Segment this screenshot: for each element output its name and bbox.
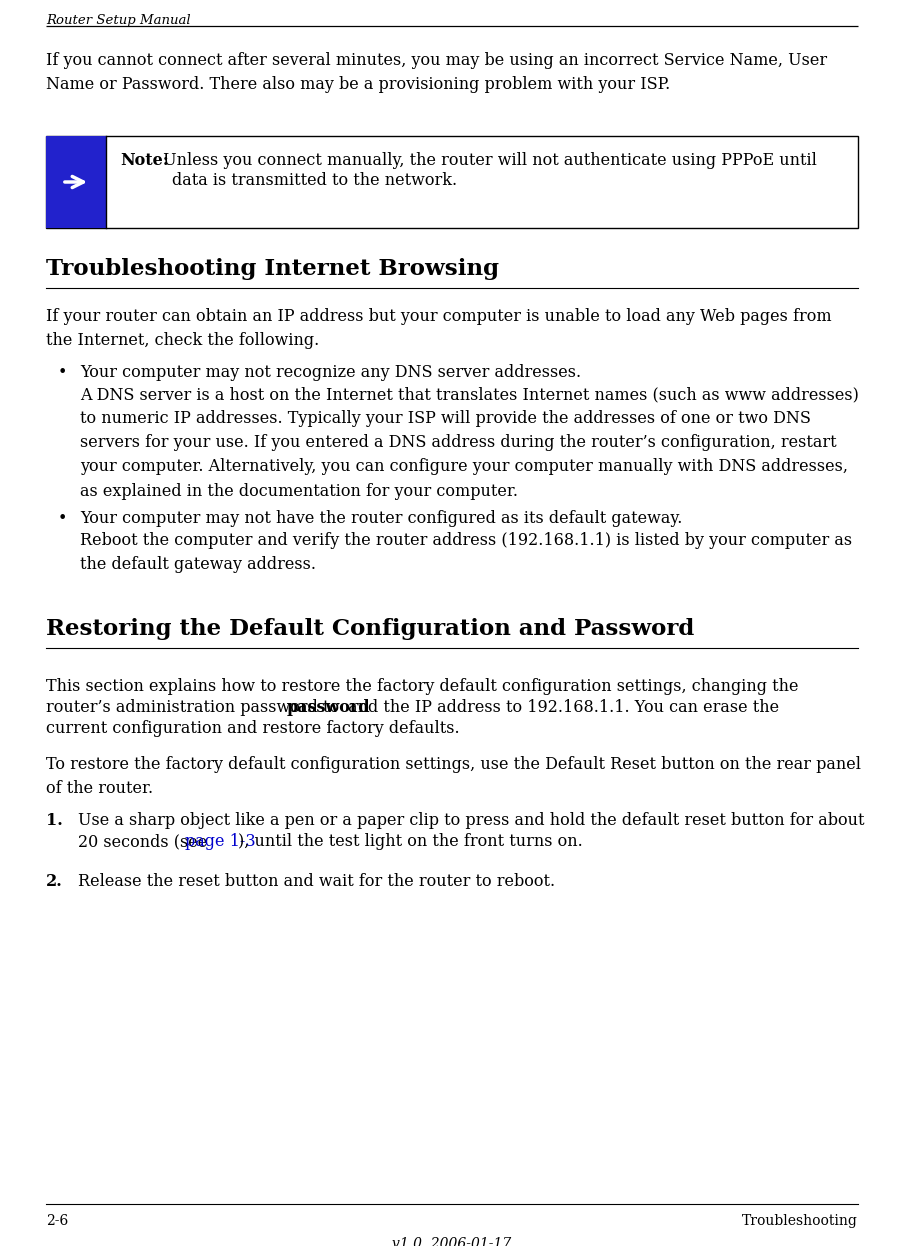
Text: current configuration and restore factory defaults.: current configuration and restore factor… — [46, 720, 460, 736]
Text: A DNS server is a host on the Internet that translates Internet names (such as w: A DNS server is a host on the Internet t… — [80, 386, 859, 500]
Text: v1.0, 2006-01-17: v1.0, 2006-01-17 — [392, 1236, 512, 1246]
Text: •: • — [58, 510, 68, 527]
Text: This section explains how to restore the factory default configuration settings,: This section explains how to restore the… — [46, 678, 798, 695]
Text: Router Setup Manual: Router Setup Manual — [46, 14, 191, 27]
Text: Unless you connect manually, the router will not authenticate using PPPoE until: Unless you connect manually, the router … — [158, 152, 817, 169]
Text: Your computer may not recognize any DNS server addresses.: Your computer may not recognize any DNS … — [80, 364, 581, 381]
Text: Reboot the computer and verify the router address (192.168.1.1) is listed by you: Reboot the computer and verify the route… — [80, 532, 852, 573]
Text: •: • — [58, 364, 68, 381]
Text: page 1-3: page 1-3 — [185, 834, 256, 850]
Text: If you cannot connect after several minutes, you may be using an incorrect Servi: If you cannot connect after several minu… — [46, 52, 827, 93]
Text: 20 seconds (see: 20 seconds (see — [78, 834, 213, 850]
Bar — [46, 136, 858, 228]
Text: Use a sharp object like a pen or a paper clip to press and hold the default rese: Use a sharp object like a pen or a paper… — [78, 812, 864, 829]
Bar — [46, 136, 106, 228]
Text: If your router can obtain an IP address but your computer is unable to load any : If your router can obtain an IP address … — [46, 308, 832, 349]
Text: router’s administration password to: router’s administration password to — [46, 699, 344, 716]
Text: ), until the test light on the front turns on.: ), until the test light on the front tur… — [239, 834, 583, 850]
Text: Troubleshooting Internet Browsing: Troubleshooting Internet Browsing — [46, 258, 499, 280]
Text: Troubleshooting: Troubleshooting — [742, 1214, 858, 1229]
Text: 1.: 1. — [46, 812, 63, 829]
Text: 2-6: 2-6 — [46, 1214, 68, 1229]
Text: data is transmitted to the network.: data is transmitted to the network. — [172, 172, 457, 189]
Text: password: password — [287, 699, 370, 716]
Text: To restore the factory default configuration settings, use the Default Reset but: To restore the factory default configura… — [46, 756, 861, 797]
Text: and the IP address to 192.168.1.1. You can erase the: and the IP address to 192.168.1.1. You c… — [343, 699, 779, 716]
Text: 2.: 2. — [46, 873, 63, 890]
Text: Your computer may not have the router configured as its default gateway.: Your computer may not have the router co… — [80, 510, 682, 527]
Text: Release the reset button and wait for the router to reboot.: Release the reset button and wait for th… — [78, 873, 555, 890]
Text: Note:: Note: — [120, 152, 168, 169]
Text: Restoring the Default Configuration and Password: Restoring the Default Configuration and … — [46, 618, 695, 640]
